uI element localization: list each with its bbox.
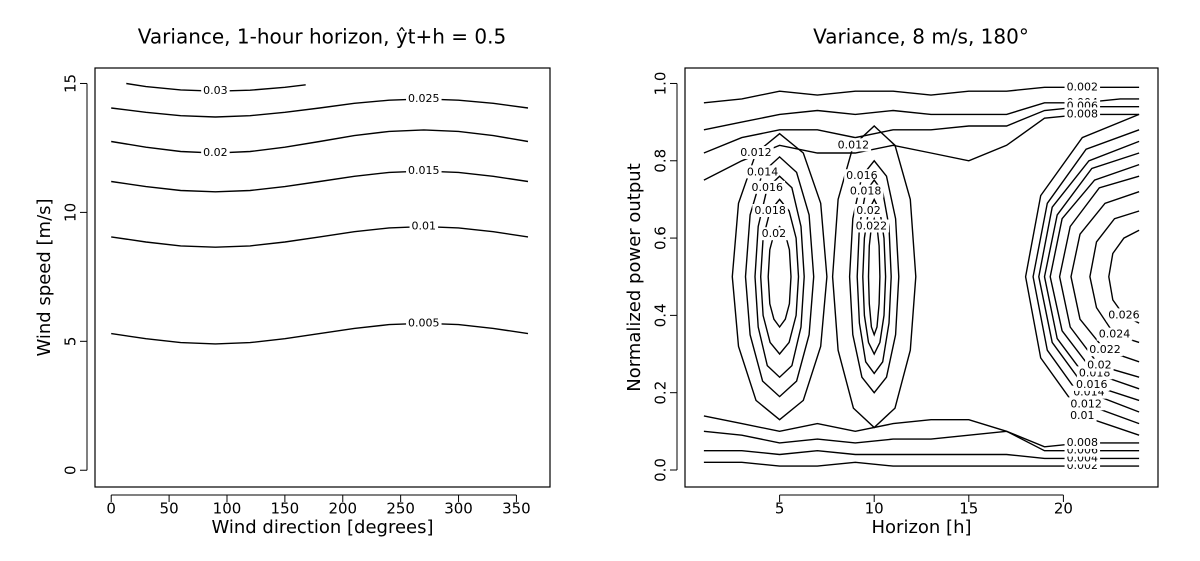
contour-line [767, 225, 792, 329]
contour-line [111, 98, 529, 118]
y-tick-label: 0.2 [652, 381, 670, 405]
x-tick-label: 300 [444, 500, 473, 518]
contour-label-bg [1068, 408, 1097, 422]
contour-line [111, 322, 529, 345]
x-tick-label: 0 [106, 500, 116, 518]
contour-line [848, 159, 900, 394]
chart-title: Variance, 8 m/s, 180° [813, 25, 1029, 49]
y-tick-label: 10 [62, 203, 80, 222]
contour-label-bg [835, 138, 872, 152]
contour-line [1089, 210, 1140, 344]
x-tick-label: 20 [1054, 500, 1073, 518]
contour-label: 0.02 [856, 204, 881, 217]
contour-label-bg [1074, 377, 1110, 391]
contour-label: 0.02 [762, 227, 787, 240]
contour-label-bg [749, 180, 786, 194]
contour-label-bg [201, 84, 230, 98]
y-tick-label: 1.0 [652, 72, 670, 96]
contour-label: 0.01 [412, 220, 437, 233]
x-tick-label: 50 [160, 500, 179, 518]
contour-label-bg [847, 184, 884, 198]
contour-label: 0.016 [846, 169, 878, 182]
contour-label-bg [854, 204, 883, 218]
contour-label: 0.018 [754, 204, 786, 217]
y-axis-label: Wind speed [m/s] [34, 198, 55, 356]
contour-label: 0.025 [408, 92, 440, 105]
contour-label-bg [752, 204, 788, 218]
x-tick-label: 15 [959, 500, 978, 518]
contour-label-bg [409, 219, 439, 233]
contour-line [831, 125, 917, 429]
contour-label: 0.026 [1108, 308, 1140, 321]
contour-label: 0.005 [408, 316, 440, 329]
contour-label-bg [1064, 435, 1101, 449]
contour-label-bg [1096, 327, 1133, 341]
contour-line [111, 170, 529, 193]
contour-line [867, 216, 881, 337]
contour-label: 0.002 [1067, 80, 1099, 93]
contour-label: 0.014 [747, 165, 779, 178]
x-tick-label: 10 [865, 500, 884, 518]
contour-label-bg [406, 91, 442, 105]
contour-label-bg [844, 169, 880, 183]
x-axis-label: Wind direction [degrees] [211, 517, 433, 538]
contour-line [754, 175, 805, 379]
contour-label-bg [1106, 308, 1142, 322]
y-tick-label: 15 [62, 74, 80, 93]
y-axis-label: Normalized power output [624, 163, 645, 392]
plot-frame [94, 67, 551, 488]
contour-label: 0.012 [1070, 397, 1102, 410]
contour-label: 0.022 [1089, 343, 1121, 356]
contour-label-bg [853, 219, 890, 233]
contour-label-bg [1064, 107, 1101, 121]
contour-line [731, 132, 828, 421]
x-tick-label: 5 [775, 500, 785, 518]
contour-label-bg [1085, 358, 1114, 372]
plot-frame [684, 67, 1159, 488]
contour-label: 0.015 [408, 164, 440, 177]
contour-label: 0.016 [1076, 378, 1108, 391]
y-tick-label: 0 [62, 465, 80, 475]
x-tick-label: 250 [386, 500, 415, 518]
contour-label-bg [759, 227, 789, 241]
contour-label: 0.016 [752, 181, 784, 194]
contour-label: 0.008 [1067, 436, 1099, 449]
contour-label: 0.018 [850, 185, 882, 198]
contour-line [111, 225, 529, 248]
contour-label: 0.024 [1099, 328, 1131, 341]
contour-label-bg [406, 316, 442, 330]
contour-label: 0.03 [203, 84, 228, 97]
contour-line [744, 155, 815, 398]
contour-label-bg [1087, 343, 1123, 357]
contour-label: 0.022 [856, 219, 888, 232]
x-tick-label: 100 [213, 500, 242, 518]
y-tick-label: 0.0 [652, 458, 670, 482]
x-tick-label: 200 [328, 500, 357, 518]
contour-label: 0.012 [740, 146, 772, 159]
y-tick-label: 0.8 [652, 149, 670, 173]
contour-label-bg [1064, 80, 1101, 94]
contour-label: 0.02 [1087, 359, 1112, 372]
x-tick-label: 350 [502, 500, 531, 518]
x-axis-label: Horizon [h] [872, 517, 972, 538]
contour-label: 0.008 [1067, 107, 1099, 120]
contour-label-bg [201, 146, 230, 160]
contour-label-bg [744, 165, 781, 179]
y-tick-label: 0.4 [652, 303, 670, 327]
contour-label-bg [738, 146, 774, 160]
contour-label: 0.02 [203, 146, 228, 159]
contour-label-bg [1068, 397, 1104, 411]
chart-title: Variance, 1-hour horizon, ŷt+h = 0.5 [138, 25, 506, 49]
contour-label-bg [406, 164, 442, 178]
y-tick-label: 5 [62, 337, 80, 347]
contour-label: 0.01 [1070, 409, 1095, 422]
x-tick-label: 150 [271, 500, 300, 518]
contour-label: 0.012 [838, 138, 870, 151]
contour-line [111, 129, 529, 154]
contour-line [759, 198, 800, 356]
y-tick-label: 0.6 [652, 226, 670, 250]
